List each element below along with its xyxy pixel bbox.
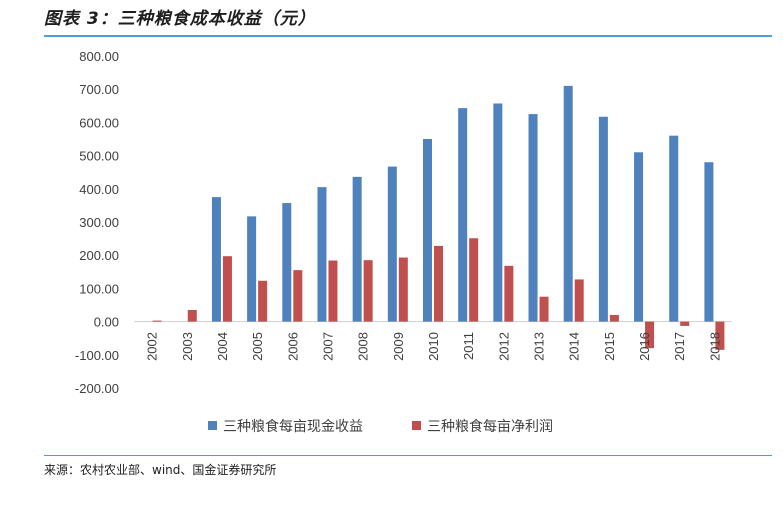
bar-net-profit [574, 279, 584, 322]
x-tick-label: 2017 [672, 332, 687, 361]
x-tick-label: 2016 [637, 332, 652, 361]
bar-net-profit [680, 321, 690, 326]
bar-net-profit [539, 296, 549, 322]
y-tick-label: 600.00 [79, 115, 119, 130]
legend-label: 三种粮食每亩现金收益 [223, 418, 363, 435]
bar-cash-income [211, 197, 221, 322]
bar-cash-income [458, 108, 468, 322]
bar-cash-income [282, 203, 292, 322]
x-tick-label: 2018 [707, 332, 722, 361]
x-tick-label: 2013 [532, 332, 547, 361]
x-tick-label: 2015 [602, 332, 617, 361]
bar-cash-income [563, 85, 573, 322]
bar-net-profit [609, 314, 619, 322]
x-tick-label: 2010 [426, 332, 441, 361]
x-tick-label: 2012 [496, 332, 511, 361]
bar-cash-income [423, 139, 432, 322]
y-tick-label: 300.00 [79, 215, 119, 230]
x-tick-label: 2011 [461, 332, 476, 360]
y-tick-label: 500.00 [79, 149, 119, 164]
bar-net-profit [258, 280, 268, 322]
bar-net-profit [398, 257, 408, 322]
y-tick-label: 100.00 [79, 281, 119, 296]
bar-cash-income [317, 187, 327, 322]
y-tick-label: 800.00 [79, 49, 119, 64]
bar-net-profit [328, 260, 338, 322]
bars [152, 85, 725, 350]
x-tick-label: 2007 [320, 332, 335, 361]
bar-cash-income [352, 176, 362, 322]
x-tick-label: 2005 [250, 332, 265, 361]
y-axis-labels: 800.00 700.00 600.00 500.00 400.00 300.00 200.… [75, 49, 119, 396]
x-tick-label: 2003 [180, 332, 195, 361]
bar-net-profit [187, 309, 197, 322]
y-tick-label: 0.00 [94, 315, 119, 330]
legend: 三种粮食每亩现金收益 三种粮食每亩净利润 [208, 418, 553, 435]
y-tick-label: 200.00 [79, 248, 119, 263]
y-tick-label: 700.00 [79, 82, 119, 97]
x-tick-label: 2006 [285, 332, 300, 361]
bar-net-profit [293, 270, 303, 322]
legend-label: 三种粮食每亩净利润 [427, 418, 553, 435]
x-axis-labels: 2002 2003 2004 2005 2006 2007 2008 2009 2010 2011… [145, 332, 723, 361]
bar-net-profit [434, 245, 443, 322]
bar-cash-income [493, 103, 503, 322]
bar-net-profit [504, 265, 514, 322]
x-tick-label: 2002 [145, 332, 160, 361]
bar-net-profit [363, 260, 373, 322]
y-tick-label: -200.00 [75, 381, 119, 396]
legend-swatch [208, 421, 217, 430]
bar-net-profit [645, 321, 655, 349]
source-note: 来源：农村农业部、wind、国金证券研究所 [44, 463, 277, 477]
y-tick-label: 400.00 [79, 182, 119, 197]
title-rule [44, 35, 772, 37]
bar-cash-income [247, 216, 257, 322]
bar-cash-income [669, 135, 679, 322]
bar-cash-income [528, 114, 538, 322]
x-tick-label: 2009 [391, 332, 406, 361]
chart-title: 图表 3：三种粮食成本收益（元） [44, 9, 316, 29]
bar-net-profit [715, 321, 725, 350]
bar-net-profit [152, 320, 162, 322]
x-tick-label: 2004 [215, 332, 230, 361]
bar-net-profit [469, 238, 479, 322]
legend-swatch [412, 421, 421, 430]
bar-cash-income [634, 152, 644, 322]
bar-cash-income [704, 162, 714, 322]
x-tick-label: 2014 [567, 332, 582, 361]
bar-cash-income [387, 166, 397, 322]
y-tick-label: -100.00 [75, 348, 119, 363]
bar-cash-income [598, 116, 608, 322]
bar-net-profit [222, 256, 232, 322]
source-rule [44, 455, 772, 456]
x-tick-label: 2008 [356, 332, 371, 361]
